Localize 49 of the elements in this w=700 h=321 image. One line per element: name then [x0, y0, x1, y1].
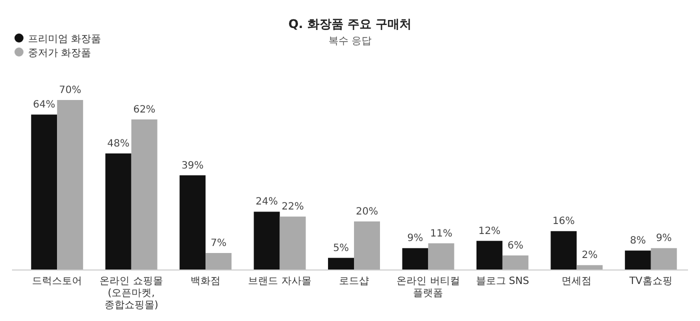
bar: [105, 153, 132, 270]
bar: [354, 221, 380, 270]
bar: [206, 253, 232, 270]
bar: [550, 231, 577, 270]
bar: [502, 255, 528, 270]
legend-label: 중저가 화장품: [28, 48, 92, 59]
chart-title: Q. 화장품 주요 구매처: [288, 17, 412, 31]
data-label: 8%: [630, 236, 646, 247]
bar: [180, 175, 206, 270]
x-tick-label: 온라인 쇼핑몰 (오픈마켓, 종합쇼핑몰): [100, 276, 163, 311]
data-label: 64%: [33, 100, 56, 111]
x-tick-label: 백화점: [190, 276, 221, 287]
data-label: 20%: [356, 206, 378, 218]
bar: [650, 248, 677, 270]
data-label: 9%: [656, 233, 672, 244]
legend-label: 프리미엄 화장품: [28, 34, 102, 45]
data-label: 2%: [582, 250, 598, 262]
x-tick-label: 면세점: [562, 276, 592, 287]
data-label: 24%: [256, 196, 278, 208]
x-tick-label: 드럭스토어: [32, 276, 82, 287]
bar: [624, 250, 651, 270]
data-label: 7%: [210, 238, 226, 249]
data-label: 22%: [282, 202, 304, 213]
data-label: 39%: [181, 160, 204, 172]
x-tick-label: TV홈쇼핑: [628, 276, 672, 287]
data-label: 9%: [407, 233, 424, 244]
bar: [428, 243, 454, 270]
data-label: 6%: [507, 240, 524, 252]
data-label: 70%: [58, 85, 82, 96]
x-tick-label: 로드샵: [339, 276, 369, 287]
x-tick-label: 온라인 버티컬 플랫폼: [396, 276, 460, 299]
data-label: 11%: [430, 228, 452, 240]
bar: [476, 240, 502, 270]
data-label: 48%: [107, 138, 130, 150]
data-label: 62%: [133, 104, 156, 116]
bar: [576, 265, 603, 270]
data-label: 5%: [333, 242, 349, 254]
x-tick-label: 브랜드 자사몰: [248, 276, 312, 287]
data-label: 16%: [552, 216, 575, 228]
data-label: 12%: [478, 226, 501, 237]
bar: [31, 114, 58, 270]
bar: [402, 248, 428, 270]
bar: [328, 258, 354, 270]
x-tick-label: 블로그 SNS: [476, 276, 530, 287]
bar: [254, 212, 280, 270]
bar: [280, 216, 306, 270]
chart-subtitle: 복수 응답: [328, 36, 372, 47]
bar: [131, 119, 158, 270]
bar: [57, 100, 84, 270]
